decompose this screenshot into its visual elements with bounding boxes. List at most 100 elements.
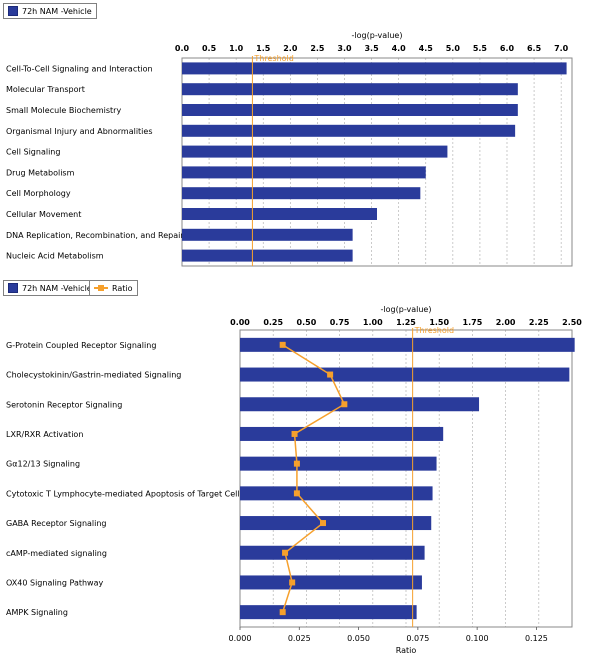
x-axis-title: -log(p-value) xyxy=(352,31,403,40)
legend-series-label: 72h NAM -Vehicle xyxy=(22,6,92,16)
ratio-point xyxy=(289,579,296,586)
plot-frame xyxy=(181,57,573,267)
category-label: Cell Signaling xyxy=(6,148,60,157)
category-label: LXR/RXR Activation xyxy=(6,430,83,439)
bar xyxy=(240,397,480,412)
x-axis-title: -log(p-value) xyxy=(381,305,432,314)
bar xyxy=(240,486,433,501)
bar xyxy=(182,83,518,96)
bar xyxy=(182,166,426,179)
bar xyxy=(182,249,353,262)
x-tick-label: 0.0 xyxy=(175,44,190,53)
bar xyxy=(240,605,417,620)
bar xyxy=(240,367,570,382)
category-label: GABA Receptor Signaling xyxy=(6,519,107,528)
plot-frame xyxy=(239,329,573,628)
x-tick-label: 0.5 xyxy=(202,44,217,53)
legend-bottom-series: 72h NAM -Vehicle xyxy=(3,280,97,296)
x-tick-label: 5.0 xyxy=(446,44,461,53)
threshold-label: Threshold xyxy=(253,54,293,63)
ratio-point xyxy=(279,341,286,348)
bar xyxy=(240,516,432,531)
ratio-point xyxy=(282,549,289,556)
legend-series-label: 72h NAM -Vehicle xyxy=(22,283,92,293)
category-label: AMPK Signaling xyxy=(6,608,68,617)
ratio-tick-label: 0.100 xyxy=(466,634,489,643)
ratio-point xyxy=(320,520,326,527)
bar xyxy=(182,187,421,200)
x-tick-label: 3.0 xyxy=(337,44,352,53)
x-tick-label: 2.25 xyxy=(529,318,549,327)
category-label: Molecular Transport xyxy=(6,85,85,94)
x-tick-label: 0.50 xyxy=(297,318,317,327)
x-tick-label: 2.0 xyxy=(283,44,298,53)
x-tick-label: 1.25 xyxy=(396,318,416,327)
bar xyxy=(240,426,444,441)
bar xyxy=(182,124,516,137)
threshold-label: Threshold xyxy=(414,326,454,335)
x-tick-label: 7.0 xyxy=(554,44,569,53)
category-label: Cell-To-Cell Signaling and Interaction xyxy=(6,64,153,73)
ratio-tick-label: 0.050 xyxy=(347,634,370,643)
category-label: Serotonin Receptor Signaling xyxy=(6,400,122,409)
chart-bottom: -log(p-value) 0.00 0.25 0.50 0.75 1.00 1.25 1.5… xyxy=(6,305,582,655)
ratio-point xyxy=(293,460,300,467)
x-tick-label: 2.00 xyxy=(496,318,516,327)
category-label: DNA Replication, Recombination, and Repa… xyxy=(6,231,184,240)
x-tick-label: 1.5 xyxy=(256,44,271,53)
legend-bottom-ratio: Ratio xyxy=(89,280,138,296)
ratio-point xyxy=(279,609,286,616)
x-tick-label: 2.5 xyxy=(310,44,325,53)
legend-ratio-label: Ratio xyxy=(112,283,133,293)
ratio-tick-label: 0.125 xyxy=(525,634,548,643)
legend-ratio-swatch xyxy=(94,284,108,292)
bar xyxy=(240,456,437,471)
chart-top: -log(p-value) 0.0 0.5 1.0 1.5 2.0 2.5 3.0 3.5 4.0… xyxy=(6,31,573,267)
x-tick-label: 1.50 xyxy=(429,318,449,327)
category-label: Cellular Movement xyxy=(6,210,81,219)
bar xyxy=(240,337,575,352)
x-tick-label: 6.0 xyxy=(500,44,515,53)
ratio-point xyxy=(327,371,334,378)
category-label: Cholecystokinin/Gastrin-mediated Signali… xyxy=(6,371,181,380)
bar xyxy=(182,228,353,241)
category-label: Cytotoxic T Lymphocyte-mediated Apoptosi… xyxy=(6,489,244,498)
ratio-point xyxy=(293,490,300,497)
legend-bar-swatch xyxy=(8,6,18,16)
ratio-line xyxy=(281,344,346,613)
x-tick-label: 0.75 xyxy=(330,318,350,327)
bar xyxy=(240,545,425,560)
bar xyxy=(182,208,377,220)
category-label: Gα12/13 Signaling xyxy=(6,460,80,469)
ratio-axis-title: Ratio xyxy=(396,646,417,655)
ratio-tick-label: 0.075 xyxy=(406,634,429,643)
category-label: Cell Morphology xyxy=(6,189,71,198)
ratio-point xyxy=(341,401,348,408)
category-label: Nucleic Acid Metabolism xyxy=(6,252,104,261)
category-label: Drug Metabolism xyxy=(6,168,75,177)
legend-bar-swatch xyxy=(8,283,18,293)
x-tick-label: 1.0 xyxy=(229,44,244,53)
bar xyxy=(182,104,518,116)
x-tick-label: 1.75 xyxy=(463,318,483,327)
bar xyxy=(182,62,567,75)
x-tick-label: 0.00 xyxy=(230,318,250,327)
category-label: Small Molecule Biochemistry xyxy=(6,106,121,115)
x-tick-label: 0.25 xyxy=(263,318,283,327)
category-label: Organismal Injury and Abnormalities xyxy=(6,127,152,136)
legend-top: 72h NAM -Vehicle xyxy=(3,3,97,19)
x-tick-label: 4.5 xyxy=(419,44,434,53)
x-tick-label: 6.5 xyxy=(527,44,542,53)
x-tick-label: 4.0 xyxy=(392,44,407,53)
category-label: OX40 Signaling Pathway xyxy=(6,578,103,587)
ratio-point xyxy=(291,430,298,437)
ratio-tick-label: 0.025 xyxy=(288,634,311,643)
x-tick-label: 2.50 xyxy=(562,318,582,327)
x-tick-label: 3.5 xyxy=(364,44,379,53)
x-tick-label: 1.00 xyxy=(363,318,383,327)
bar xyxy=(182,145,448,158)
category-label: G-Protein Coupled Receptor Signaling xyxy=(6,341,156,350)
ratio-tick-label: 0.000 xyxy=(229,634,252,643)
category-label: cAMP-mediated signaling xyxy=(6,549,107,558)
